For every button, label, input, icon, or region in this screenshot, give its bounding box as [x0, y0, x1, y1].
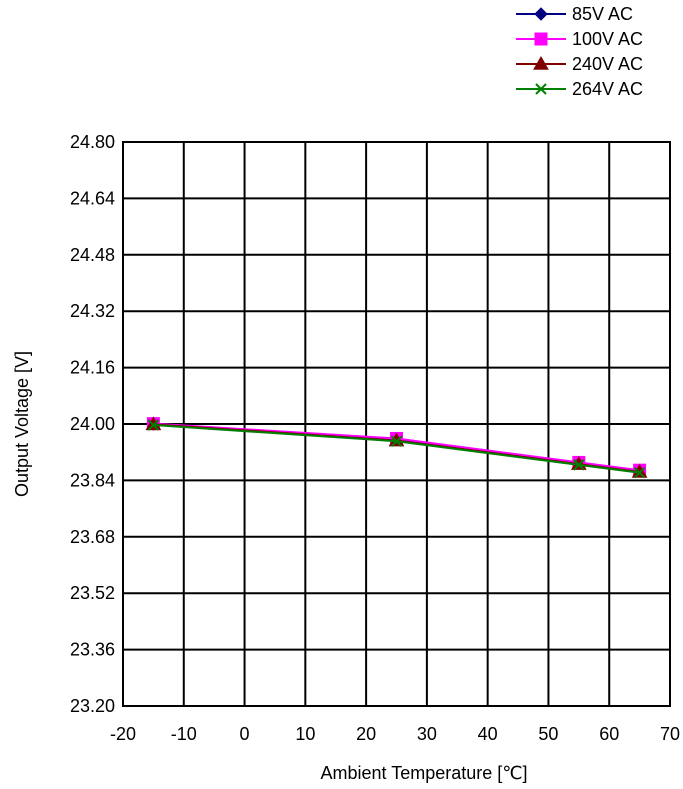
y-tick-label: 24.00 [70, 414, 115, 434]
x-marker-stroke [573, 459, 585, 471]
legend-entry: 240V AC [516, 54, 643, 74]
data-point [388, 432, 405, 447]
x-tick-label: 10 [295, 724, 315, 744]
series-group [147, 419, 646, 479]
x-tick-label: 60 [599, 724, 619, 744]
series-layer [145, 416, 648, 479]
legend-marker [534, 7, 548, 21]
data-point [633, 466, 646, 479]
y-tick-label: 24.32 [70, 301, 115, 321]
data-point [573, 459, 585, 471]
legend-label: 85V AC [572, 4, 633, 24]
grid-lines [123, 142, 670, 706]
data-point [145, 416, 162, 431]
x-tick-label: 20 [356, 724, 376, 744]
x-marker-stroke [535, 83, 547, 95]
legend-marker [535, 83, 547, 95]
x-tick-label: 0 [240, 724, 250, 744]
y-tick-label: 24.16 [70, 358, 115, 378]
series-line [153, 424, 640, 474]
y-tick-label: 24.80 [70, 132, 115, 152]
legend-label: 264V AC [572, 79, 643, 99]
data-point [570, 456, 587, 470]
legend-marker [533, 55, 549, 70]
y-tick-label: 23.52 [70, 583, 115, 603]
y-tick-label: 24.48 [70, 245, 115, 265]
legend-entry: 85V AC [516, 4, 633, 24]
y-tick-label: 23.84 [70, 470, 115, 490]
x-tick-label: -10 [171, 724, 197, 744]
x-axis-ticks: -20 -10 0 10 20 30 40 50 60 70 [110, 724, 680, 744]
x-tick-label: 50 [538, 724, 558, 744]
data-point [147, 419, 160, 431]
x-tick-label: 40 [478, 724, 498, 744]
y-tick-label: 23.36 [70, 640, 115, 660]
x-marker-stroke [147, 419, 160, 431]
legend-marker [534, 32, 548, 46]
y-tick-label: 24.64 [70, 188, 115, 208]
data-point [390, 435, 403, 447]
y-axis-ticks: 23.20 23.36 23.52 23.68 23.84 24.00 24.16 24.32… [70, 132, 115, 716]
x-axis-label: Ambient Temperature [℃] [321, 763, 528, 783]
legend-entry: 264V AC [516, 79, 643, 99]
legend-label: 240V AC [572, 54, 643, 74]
y-tick-label: 23.68 [70, 527, 115, 547]
x-marker-stroke [390, 435, 403, 447]
legend: 85V AC 100V AC 240V AC 264V AC [516, 4, 643, 99]
data-point [631, 463, 648, 478]
legend-label: 100V AC [572, 29, 643, 49]
x-tick-label: -20 [110, 724, 136, 744]
x-tick-label: 70 [660, 724, 680, 744]
y-axis-label: Output Voltage [V] [12, 351, 32, 497]
series-line [153, 422, 640, 472]
x-marker-stroke [633, 466, 646, 479]
x-tick-label: 30 [417, 724, 437, 744]
legend-entry: 100V AC [516, 29, 643, 49]
y-tick-label: 23.20 [70, 696, 115, 716]
